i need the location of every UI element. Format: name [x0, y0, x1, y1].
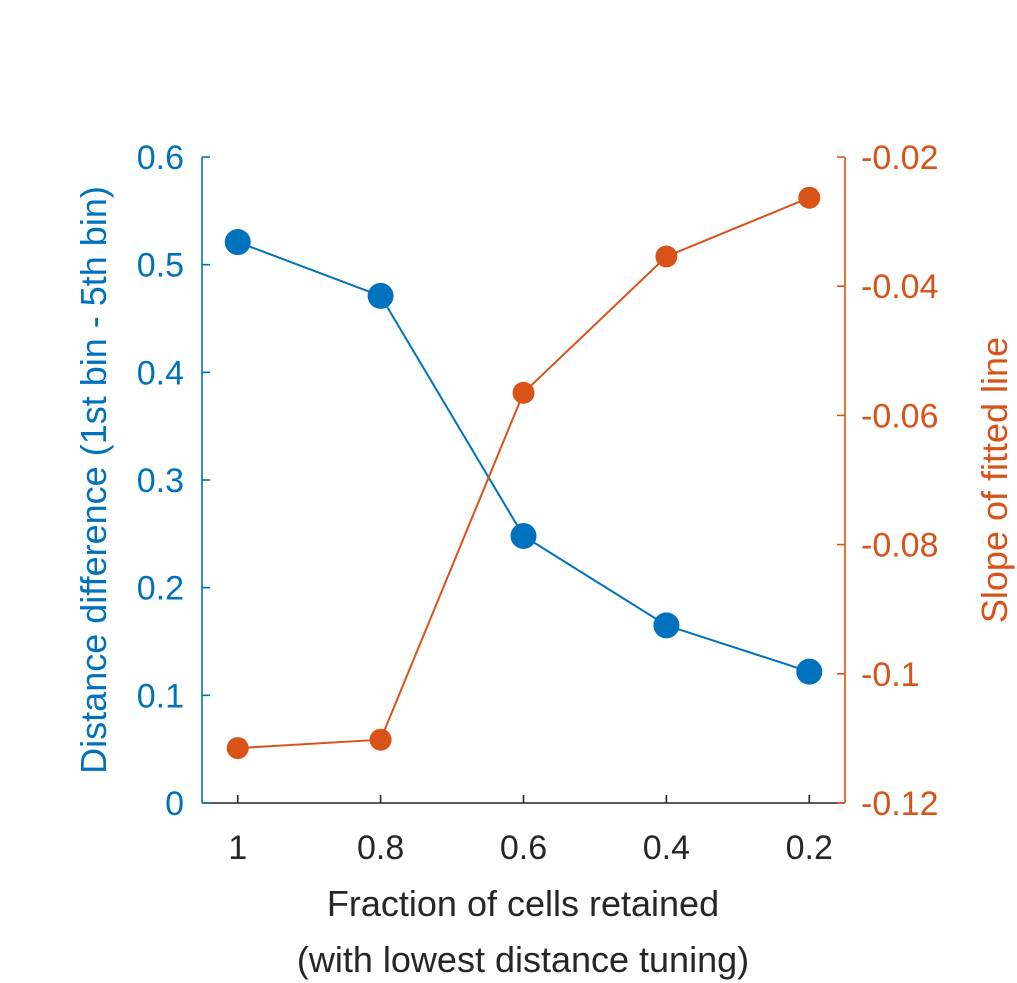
left-y-tick-label: 0.3: [137, 462, 184, 500]
distance-difference-point: [224, 229, 251, 256]
right-y-tick-label: -0.12: [861, 785, 939, 823]
x-tick-label: 0.8: [357, 829, 404, 867]
left-y-tick-label: 0.2: [137, 570, 184, 608]
distance-difference-point: [510, 522, 537, 549]
distance-difference-point: [367, 282, 394, 309]
left-y-tick-label: 0.4: [137, 354, 184, 392]
right-y-tick-label: -0.1: [861, 656, 920, 694]
slope-point: [655, 245, 678, 268]
right-y-axis-title: Slope of fitted line: [974, 337, 1015, 623]
x-axis-title-line1: Fraction of cells retained: [327, 883, 719, 924]
right-y-tick-label: -0.02: [861, 139, 939, 177]
right-y-tick-label: -0.06: [861, 397, 939, 435]
slope-point: [226, 737, 249, 760]
right-y-tick-label: -0.08: [861, 527, 939, 565]
slope-series-line: [237, 196, 810, 750]
x-axis-title-line2: (with lowest distance tuning): [297, 939, 749, 980]
x-tick-label: 0.2: [786, 829, 833, 867]
left-y-tick-label: 0: [165, 785, 184, 823]
right-y-tick-label: -0.04: [861, 268, 939, 306]
distance-difference-point: [653, 612, 680, 639]
x-tick-label: 1: [228, 829, 247, 867]
left-y-tick-label: 0.1: [137, 677, 184, 715]
plot-area: 1 0.8 0.6 0.4 0.2 0 0.1 0.2 0.3 0.4 0.5 0.6 -0.12 -0.…: [137, 139, 939, 867]
slope-point: [798, 186, 821, 209]
slope-point: [512, 381, 535, 404]
x-tick-label: 0.6: [500, 829, 547, 867]
slope-point: [369, 728, 392, 751]
x-tick-label: 0.4: [643, 829, 690, 867]
distance-difference-point: [796, 658, 823, 685]
left-y-tick-label: 0.5: [137, 247, 184, 285]
distance-difference-series-line: [237, 241, 810, 673]
left-y-axis-title: Distance difference (1st bin - 5th bin): [73, 186, 114, 774]
left-y-tick-label: 0.6: [137, 139, 184, 177]
